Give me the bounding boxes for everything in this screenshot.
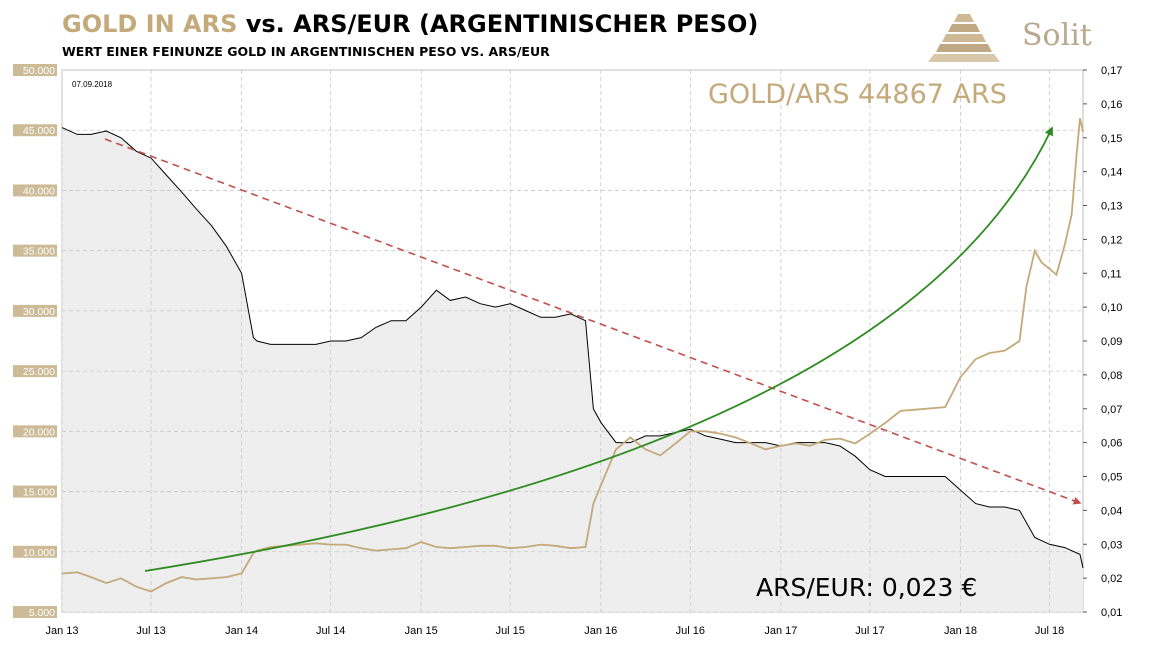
x-tick-label: Jul 14 xyxy=(316,625,345,637)
y-left-tick-label: 40.000 xyxy=(23,185,55,197)
left-axis-bg xyxy=(0,64,58,618)
gold-ars-line xyxy=(61,118,1084,593)
y-left-tick-bg xyxy=(13,606,57,618)
solit-pyramid-logo-icon xyxy=(928,14,1000,62)
x-tick-label: Jan 18 xyxy=(944,625,977,637)
x-tick-label: Jan 14 xyxy=(225,625,258,637)
y-left-tick-bg xyxy=(13,485,57,498)
y-left-tick-label: 20.000 xyxy=(23,426,55,438)
y-right-tick-label: 0,04 xyxy=(1101,505,1122,517)
y-left-tick-bg xyxy=(13,64,57,76)
chart-subtitle: WERT EINER FEINUNZE GOLD IN ARGENTINISCH… xyxy=(62,44,550,59)
y-left-tick-bg xyxy=(13,184,57,197)
x-tick-label: Jul 18 xyxy=(1035,625,1064,637)
gold-price-annotation: GOLD/ARS 44867 ARS xyxy=(708,79,1007,110)
downtrend-arrow xyxy=(104,138,1082,505)
y-left-tick-label: 35.000 xyxy=(23,246,55,258)
y-right-tick-label: 0,07 xyxy=(1101,404,1122,416)
y-left-tick-label: 30.000 xyxy=(23,306,55,318)
date-stamp: 07.09.2018 xyxy=(72,80,113,89)
brand-name: Solit xyxy=(1022,18,1092,53)
y-left-tick-bg xyxy=(13,365,57,378)
x-tick-label: Jul 15 xyxy=(496,625,525,637)
x-tick-label: Jul 17 xyxy=(855,625,884,637)
ars-eur-annotation: ARS/EUR: 0,023 € xyxy=(756,573,977,602)
x-tick-label: Jul 13 xyxy=(136,625,165,637)
y-right-tick-label: 0,15 xyxy=(1101,133,1122,145)
x-tick-label: Jul 16 xyxy=(676,625,705,637)
y-right-tick-label: 0,13 xyxy=(1101,201,1122,213)
y-right-tick-label: 0,12 xyxy=(1101,234,1122,246)
y-left-tick-label: 5.000 xyxy=(29,607,55,619)
ars-eur-area-fill xyxy=(62,127,1083,612)
x-tick-label: Jan 15 xyxy=(405,625,438,637)
y-right-tick-label: 0,10 xyxy=(1101,302,1122,314)
y-left-tick-bg xyxy=(13,304,57,317)
title-gold-part: GOLD IN ARS xyxy=(62,10,238,38)
uptrend-arrow xyxy=(144,126,1053,572)
y-left-tick-bg xyxy=(13,244,57,257)
y-right-tick-label: 0,09 xyxy=(1101,336,1122,348)
y-right-tick-label: 0,11 xyxy=(1101,268,1122,280)
x-tick-label: Jan 13 xyxy=(45,625,78,637)
y-right-tick-label: 0,06 xyxy=(1101,438,1122,450)
y-right-tick-label: 0,03 xyxy=(1101,539,1122,551)
y-right-tick-label: 0,16 xyxy=(1101,99,1122,111)
chart-title: GOLD IN ARS vs. ARS/EUR (ARGENTINISCHER … xyxy=(62,10,758,38)
y-right-tick-label: 0,14 xyxy=(1101,167,1122,179)
y-left-tick-bg xyxy=(13,545,57,558)
x-tick-label: Jan 17 xyxy=(764,625,797,637)
y-left-tick-label: 15.000 xyxy=(23,487,55,499)
ars-eur-line xyxy=(61,127,1084,569)
y-left-tick-label: 50.000 xyxy=(23,65,55,77)
y-right-tick-label: 0,05 xyxy=(1101,472,1122,484)
y-right-tick-label: 0,01 xyxy=(1101,607,1122,619)
y-left-tick-bg xyxy=(13,124,57,137)
y-right-tick-label: 0,02 xyxy=(1101,573,1122,585)
y-left-tick-label: 45.000 xyxy=(23,125,55,137)
title-rest-part: vs. ARS/EUR (ARGENTINISCHER PESO) xyxy=(237,10,759,38)
y-left-tick-bg xyxy=(13,425,57,438)
y-left-tick-label: 25.000 xyxy=(23,366,55,378)
x-tick-label: Jan 16 xyxy=(584,625,617,637)
y-right-tick-label: 0,17 xyxy=(1101,65,1122,77)
y-left-tick-label: 10.000 xyxy=(23,547,55,559)
y-right-tick-label: 0,08 xyxy=(1101,370,1122,382)
